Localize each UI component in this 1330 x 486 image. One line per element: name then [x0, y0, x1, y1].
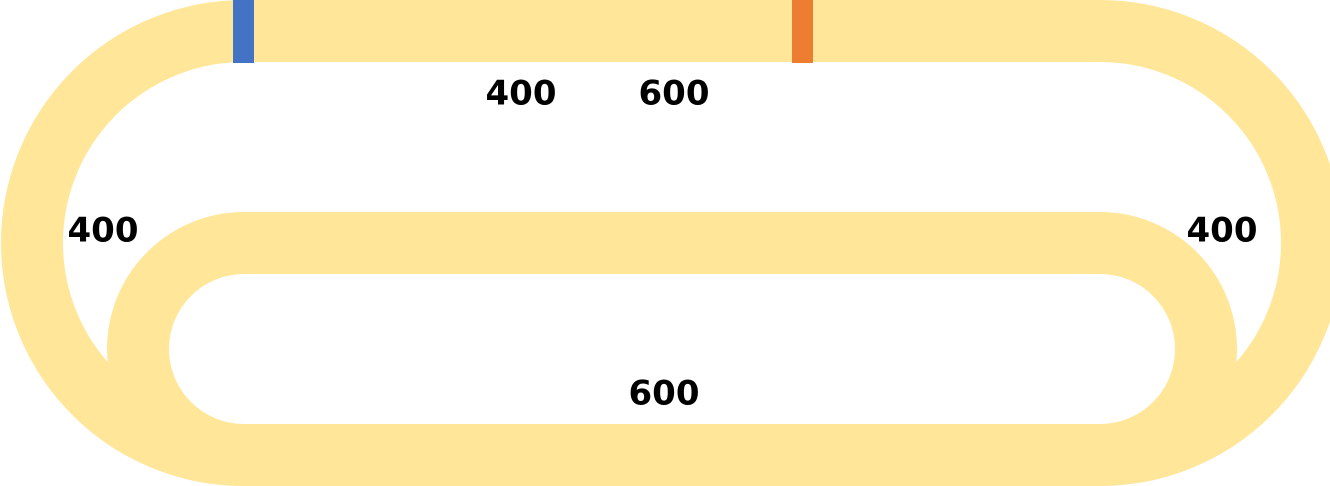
label-bottom-segment: 600: [629, 374, 700, 414]
label-right-curve: 400: [1187, 211, 1258, 251]
label-top-right-segment: 600: [639, 74, 710, 114]
label-left-curve: 400: [68, 211, 139, 251]
inner-track: [107, 212, 1237, 486]
end-marker: [792, 0, 813, 63]
start-marker: [233, 0, 254, 63]
label-top-left-segment: 400: [486, 74, 557, 114]
